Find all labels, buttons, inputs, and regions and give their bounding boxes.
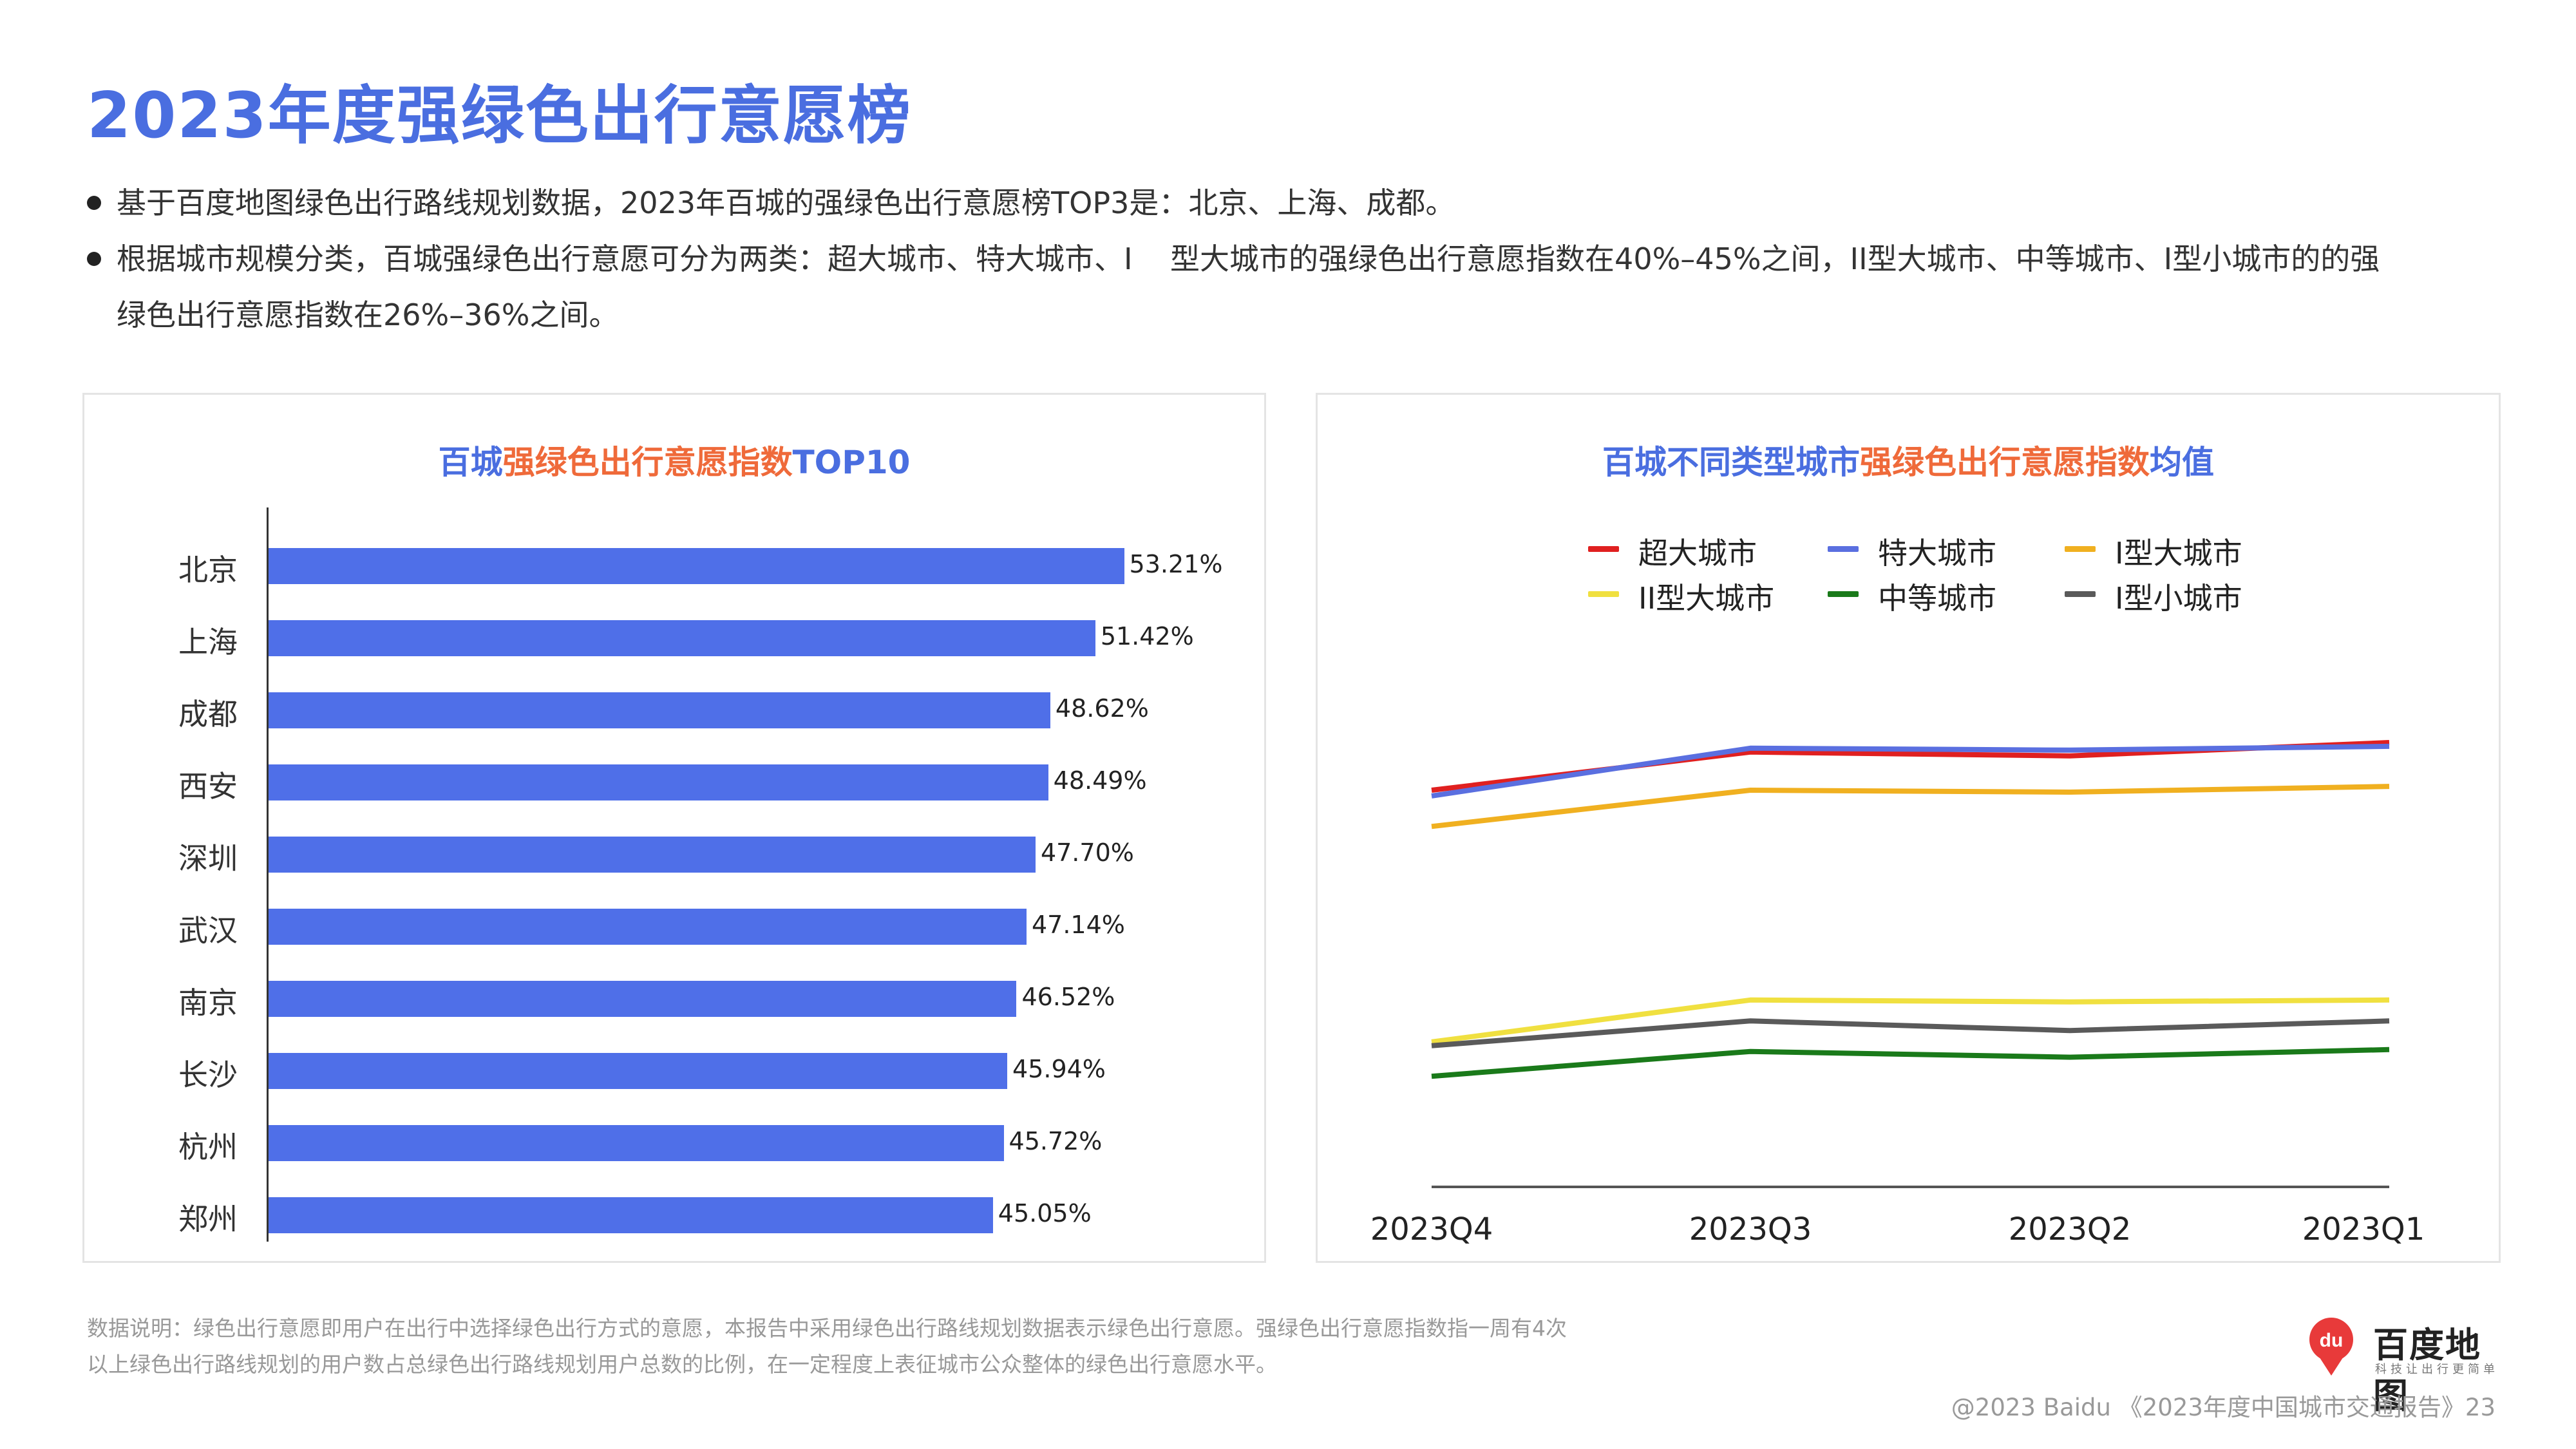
legend-swatch <box>2065 546 2096 552</box>
footnote-line-1: 数据说明：绿色出行意愿即用户在出行中选择绿色出行方式的意愿，本报告中采用绿色出行… <box>87 1316 1567 1341</box>
baidu-map-logo: du 百度地图 科技让出行更简单 <box>2299 1314 2505 1416</box>
bar <box>269 620 1095 656</box>
x-tick-label: 2023Q1 <box>2302 1211 2425 1247</box>
legend-label: I型大城市 <box>2115 536 2242 571</box>
bullet-1-text: 基于百度地图绿色出行路线规划数据，2023年百城的强绿色出行意愿榜TOP3是：北… <box>117 185 1455 220</box>
line-chart-title-part-1: 百城不同类型城市 <box>1602 444 1860 481</box>
bar-category-label: 深圳 <box>178 841 238 876</box>
bar-plot-area: 北京 53.21% 上海 51.42% 成都 48.62% 西安 48.49% 深圳 47.70%… <box>84 395 1264 1261</box>
bar-category-label: 长沙 <box>178 1057 238 1092</box>
legend-label: I型小城市 <box>2115 581 2242 616</box>
bar <box>269 692 1050 728</box>
legend-label: 中等城市 <box>1878 581 1996 616</box>
line-chart-panel: 百城不同类型城市强绿色出行意愿指数均值 超大城市 特大城市 I型大城市 II型大城市 中… <box>1316 393 2501 1263</box>
bar-value-label: 53.21% <box>1129 550 1223 578</box>
bar-value-label: 48.49% <box>1053 766 1147 795</box>
bar-value-label: 45.05% <box>998 1199 1092 1227</box>
bar <box>269 837 1036 873</box>
bar-chart-title-part-1: 百城 <box>438 444 503 481</box>
bar-category-label: 上海 <box>178 625 238 659</box>
bar-chart-panel: 百城强绿色出行意愿指数TOP10 北京 53.21% 上海 51.42% 成都 48.62… <box>82 393 1266 1263</box>
bar-value-label: 48.62% <box>1055 694 1149 723</box>
bar <box>269 981 1017 1017</box>
data-footnote: 数据说明：绿色出行意愿即用户在出行中选择绿色出行方式的意愿，本报告中采用绿色出行… <box>87 1311 1761 1383</box>
bar-category-label: 成都 <box>178 697 238 732</box>
bar-category-label: 杭州 <box>178 1130 238 1164</box>
x-tick-label: 2023Q3 <box>1689 1211 1812 1247</box>
bullet-2: 根据城市规模分类，百城强绿色出行意愿可分为两类：超大城市、特大城市、I 型大城市… <box>87 231 2508 343</box>
bar-value-label: 47.14% <box>1031 911 1125 939</box>
series-line-2 <box>1431 743 2390 799</box>
bullet-2-text-line-2: 绿色出行意愿指数在26%–36%之间。 <box>117 298 619 332</box>
bar-value-label: 45.94% <box>1012 1055 1106 1083</box>
line-chart-title-part-3: 均值 <box>2150 444 2214 481</box>
x-tick-label: 2023Q2 <box>2008 1211 2132 1247</box>
series-line-3 <box>1431 784 2390 829</box>
copyright: @2023 Baidu 《2023年度中国城市交通报告》23 <box>1951 1394 2496 1421</box>
legend-swatch <box>1588 591 1619 597</box>
footnote-line-2: 以上绿色出行路线规划的用户数占总绿色出行路线规划用户总数的比例，在一定程度上表征… <box>87 1352 1277 1377</box>
bar <box>269 548 1124 584</box>
bar-chart-title-part-2: 强绿色出行意愿指数 <box>502 444 793 481</box>
bar-category-label: 郑州 <box>178 1202 238 1236</box>
bar-value-label: 46.52% <box>1021 983 1115 1011</box>
bullet-1: 基于百度地图绿色出行路线规划数据，2023年百城的强绿色出行意愿榜TOP3是：北… <box>87 175 2508 231</box>
line-chart-x-axis-labels: 2023Q4 2023Q3 2023Q2 2023Q1 <box>1318 395 2499 1261</box>
logo-tagline: 科技让出行更简单 <box>2375 1363 2499 1376</box>
bar-category-label: 北京 <box>178 553 238 587</box>
bar-chart-title-part-3: TOP10 <box>792 444 911 481</box>
legend-swatch <box>2065 591 2096 597</box>
legend-label: 超大城市 <box>1638 536 1757 571</box>
legend-label: 特大城市 <box>1878 536 1996 571</box>
x-tick-label: 2023Q4 <box>1370 1211 1493 1247</box>
bar-category-label: 南京 <box>178 985 238 1020</box>
map-pin-icon: du <box>2309 1318 2353 1376</box>
bar-chart-y-axis <box>267 507 269 1242</box>
legend-swatch <box>1828 546 1859 552</box>
series-line-4 <box>1431 997 2390 1045</box>
bar-value-label: 51.42% <box>1100 622 1194 650</box>
page-title: 2023年度强绿色出行意愿榜 <box>87 79 912 153</box>
bar <box>269 1125 1004 1161</box>
legend-swatch <box>1588 546 1619 552</box>
bar-value-label: 47.70% <box>1040 838 1134 867</box>
line-chart-title-part-2: 强绿色出行意愿指数 <box>1860 444 2150 481</box>
line-chart-title: 百城不同类型城市强绿色出行意愿指数均值 <box>1318 437 2499 483</box>
series-line-6 <box>1431 1018 2390 1048</box>
line-chart-svg <box>1431 740 2390 1188</box>
bar-category-label: 武汉 <box>178 913 238 948</box>
bullet-dot <box>87 252 101 266</box>
logo-badge-text: du <box>2320 1330 2344 1351</box>
bar-category-label: 西安 <box>178 769 238 804</box>
legend-swatch <box>1828 591 1859 597</box>
bar-chart-title: 百城强绿色出行意愿指数TOP10 <box>84 437 1264 483</box>
line-chart-legend: 超大城市 特大城市 I型大城市 II型大城市 中等城市 I型小城市 <box>1318 395 2499 1261</box>
legend-label: II型大城市 <box>1638 581 1775 616</box>
bar-value-label: 45.72% <box>1009 1127 1103 1155</box>
bar <box>269 1053 1008 1089</box>
bar <box>269 764 1048 800</box>
bar <box>269 1197 993 1233</box>
bullet-dot <box>87 196 101 210</box>
logo-name: 百度地图 <box>2373 1325 2481 1416</box>
bullet-2-text-line-1: 根据城市规模分类，百城强绿色出行意愿可分为两类：超大城市、特大城市、I 型大城市… <box>117 242 2380 276</box>
bar <box>269 909 1027 945</box>
series-line-5 <box>1431 1046 2390 1079</box>
